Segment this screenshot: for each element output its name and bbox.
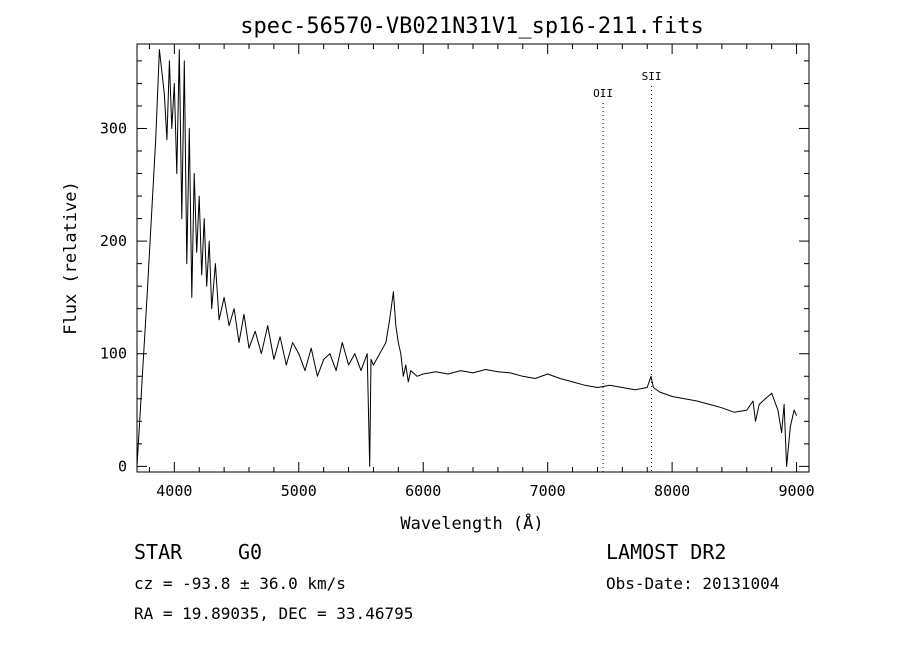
x-tick-label: 4000 <box>156 482 192 500</box>
spectrum-line <box>136 49 798 467</box>
y-tick-label: 200 <box>100 232 127 250</box>
plot-frame <box>136 43 810 473</box>
x-tick-label: 5000 <box>281 482 317 500</box>
x-tick-label: 6000 <box>405 482 441 500</box>
chart-title: spec-56570-VB021N31V1_sp16-211.fits <box>240 14 704 39</box>
y-axis-label: Flux (relative) <box>61 181 81 335</box>
x-tick-label: 9000 <box>778 482 814 500</box>
object-class: STAR <box>134 540 183 564</box>
axis-tick-labels: 4000 5000 6000 7000 8000 9000 0 100 200 300 <box>100 119 815 500</box>
x-tick-label: 8000 <box>654 482 690 500</box>
axis-ticks <box>137 44 809 472</box>
y-tick-label: 0 <box>118 457 127 475</box>
observation-date: Obs-Date: 20131004 <box>606 574 780 593</box>
survey-name: LAMOST DR2 <box>606 540 727 564</box>
redshift-velocity: cz = -93.8 ± 36.0 km/s <box>134 574 346 593</box>
emission-line-markers: OII SII <box>593 70 662 472</box>
object-subclass: G0 <box>238 540 263 564</box>
sky-coordinates: RA = 19.89035, DEC = 33.46795 <box>134 604 414 623</box>
x-axis-label: Wavelength (Å) <box>400 512 543 534</box>
line-marker-label: OII <box>593 87 613 100</box>
line-marker-label: SII <box>642 70 662 83</box>
y-tick-label: 300 <box>100 119 127 137</box>
x-tick-label: 7000 <box>530 482 566 500</box>
y-tick-label: 100 <box>100 345 127 363</box>
